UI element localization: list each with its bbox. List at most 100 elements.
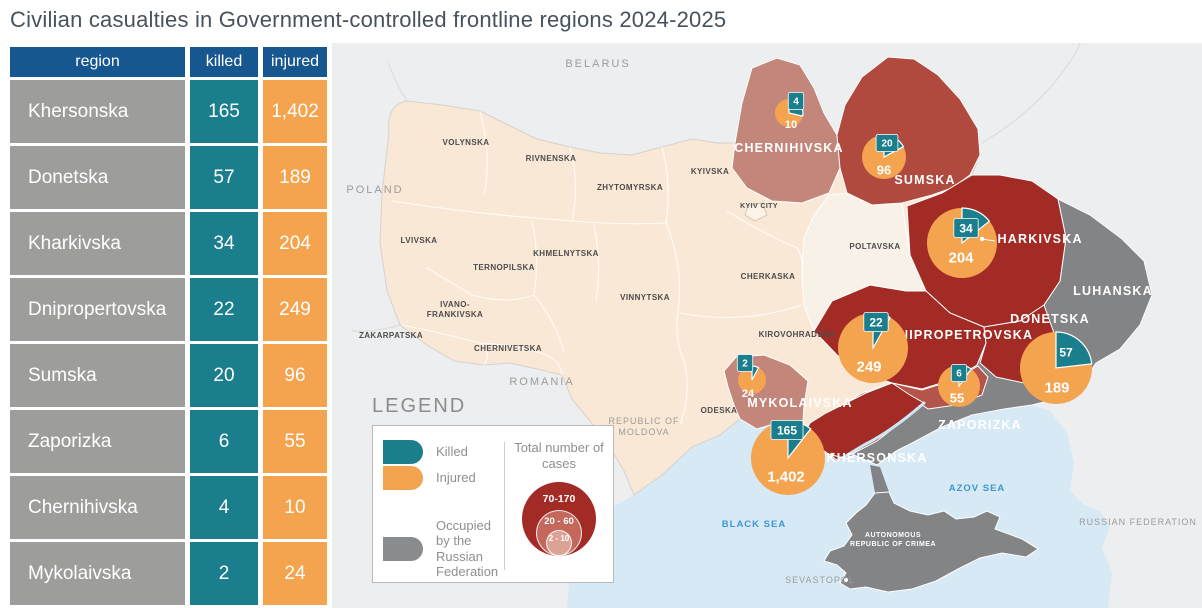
injured-value: 55	[950, 391, 964, 406]
sevastopol-marker	[844, 578, 848, 582]
map-label-sumska: SUMSKA	[894, 173, 955, 187]
col-header-killed: killed	[190, 47, 258, 77]
map-label-luhanska: LUHANSKA	[1073, 284, 1153, 298]
injured-cell: 10	[263, 476, 327, 539]
legend-box: Killed Injured Occupied by the Russian F…	[372, 425, 614, 583]
killed-value: 20	[881, 139, 893, 150]
injured-value: 249	[856, 358, 881, 375]
killed-swatch-icon	[383, 440, 423, 464]
killed-label-box	[953, 218, 979, 238]
map-label-moldova-2: MOLDOVA	[618, 427, 669, 437]
pie-zaporizka: 6 55	[938, 364, 980, 407]
map-label-kharkivska: KHARKIVSKA	[987, 232, 1082, 246]
killed-cell: 20	[190, 344, 258, 407]
region-cell: Sumska	[10, 344, 185, 407]
table-row: Zaporizka 6 55	[10, 410, 327, 473]
region-crimea	[823, 491, 1039, 593]
injured-value: 1,402	[767, 468, 805, 485]
injured-cell: 1,402	[263, 80, 327, 143]
killed-label-box	[770, 420, 804, 440]
killed-cell: 6	[190, 410, 258, 473]
map-label-vinnytska: VINNYTSKA	[620, 293, 670, 302]
map-label-donetska: DONETSKA	[1010, 312, 1090, 326]
killed-wedge	[1055, 331, 1093, 369]
map-svg: POLAND BELARUS ROMANIA REPUBLIC OF MOLDO…	[346, 43, 1196, 608]
ring-small: 2 - 10	[546, 529, 572, 556]
region-cell: Chernihivska	[10, 476, 185, 539]
injured-cell: 96	[263, 344, 327, 407]
table-body: Khersonska 165 1,402 Donetska 57 189 Kha…	[10, 80, 327, 605]
map-label-moldova-1: REPUBLIC OF	[608, 416, 679, 426]
casualties-table: region killed injured Khersonska 165 1,4…	[10, 47, 327, 608]
map-label-kirovohradska: KIROVOHRADSKA	[759, 330, 836, 339]
map-label-chernivetska: CHERNIVETSKA	[474, 344, 542, 353]
pie-donetska: 57 189	[1020, 331, 1093, 404]
legend-killed-label: Killed	[436, 444, 468, 460]
injured-cell: 249	[263, 278, 327, 341]
region-kyiv-city	[744, 202, 768, 222]
killed-label-box	[875, 134, 899, 152]
occupied-swatch-icon	[383, 536, 423, 561]
region-cell: Khersonska	[10, 80, 185, 143]
legend-sizes-title: Total number of cases	[514, 440, 604, 472]
legend-swatches: Killed Injured Occupied by the Russian F…	[383, 440, 500, 579]
map-label-zakarpatska: ZAKARPATSKA	[359, 331, 423, 340]
table-header-row: region killed injured	[10, 47, 327, 77]
map-label-chernihivska: CHERNIHIVSKA	[734, 141, 844, 155]
map-label-khmelnytska: KHMELNYTSKA	[533, 249, 599, 258]
col-header-injured: injured	[263, 47, 327, 77]
map-label-ternopilska: TERNOPILSKA	[473, 263, 535, 272]
legend-occupied-label: Occupied by the Russian Federation	[436, 518, 499, 579]
map-label-mykolaivska: MYKOLAIVSKA	[747, 396, 853, 410]
legend-injured-label: Injured	[436, 470, 476, 486]
table-row: Donetska 57 189	[10, 146, 327, 209]
map-label-poltavska: POLTAVSKA	[849, 242, 900, 251]
map-label-ivano-frankivska-1: IVANO-	[440, 300, 470, 309]
legend-divider	[504, 442, 505, 570]
pie-dnipropetrovska: 22 249	[838, 312, 908, 383]
injured-cell: 55	[263, 410, 327, 473]
region-cell: Zaporizka	[10, 410, 185, 473]
killed-label-box	[787, 92, 805, 110]
ukraine-map: POLAND BELARUS ROMANIA REPUBLIC OF MOLDO…	[332, 43, 1202, 608]
pie-chernihivska: 4 10	[775, 92, 805, 131]
legend-item-occupied: Occupied by the Russian Federation	[383, 518, 500, 579]
map-label-kyiv-city: KYIV CITY	[740, 203, 778, 210]
killed-value: 22	[869, 315, 883, 329]
killed-cell: 57	[190, 146, 258, 209]
killed-label-box	[863, 312, 889, 332]
killed-cell: 2	[190, 542, 258, 605]
country-border-lines	[351, 43, 1081, 496]
map-label-black-sea: BLACK SEA	[722, 519, 786, 530]
killed-value: 6	[956, 369, 962, 380]
map-label-khersonska: KHERSONSKA	[827, 451, 928, 465]
killed-value: 165	[777, 423, 797, 437]
injured-swatch-icon	[383, 466, 423, 490]
region-cell: Donetska	[10, 146, 185, 209]
map-label-kyivska: KYIVSKA	[691, 167, 729, 176]
killed-value: 57	[1059, 345, 1073, 359]
table-row: Dnipropertovska 22 249	[10, 278, 327, 341]
map-label-romania: ROMANIA	[509, 376, 574, 388]
pie-kharkivska: 34 204	[927, 207, 997, 278]
map-label-rivnenska: RIVNENSKA	[526, 154, 577, 163]
killed-cell: 165	[190, 80, 258, 143]
map-label-crimea-2: REPUBLIC OF CRIMEA	[850, 541, 936, 548]
injured-value: 96	[877, 163, 891, 178]
dnipro-river	[836, 401, 926, 463]
legend-size-scale: Total number of cases 70-170 20 - 60 2 -…	[511, 440, 607, 574]
map-label-lvivska: LVIVSKA	[401, 236, 438, 245]
killed-cell: 34	[190, 212, 258, 275]
killed-label-box	[736, 354, 754, 372]
map-label-belarus: BELARUS	[565, 58, 630, 70]
leader-lines	[829, 236, 996, 460]
map-legend: LEGEND Killed Injured Occupied by the Ru…	[372, 395, 614, 583]
map-label-volynska: VOLYNSKA	[443, 138, 490, 147]
table-row: Chernihivska 4 10	[10, 476, 327, 539]
legend-item-killed: Killed	[383, 440, 500, 464]
legend-item-injured: Injured	[383, 466, 500, 490]
injured-value: 189	[1044, 379, 1069, 396]
table-row: Khersonska 165 1,402	[10, 80, 327, 143]
